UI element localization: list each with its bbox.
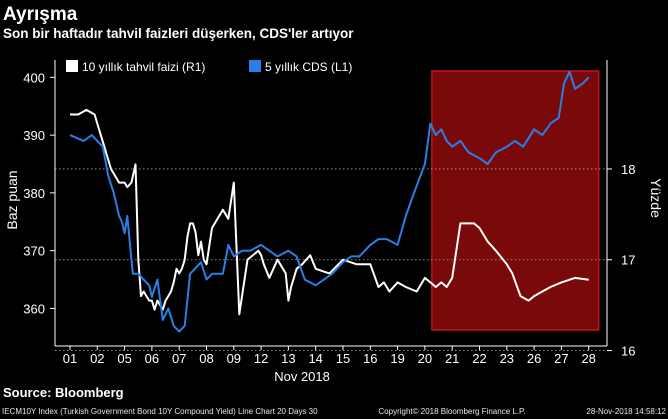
x-tick-label: 02 [90, 351, 104, 366]
footer-bar: IECM10Y Index (Turkish Government Bond 1… [2, 407, 666, 416]
legend-yield-swatch [66, 60, 78, 72]
x-tick-label: 06 [145, 351, 159, 366]
x-tick-label: 21 [445, 351, 459, 366]
right-axis-title: Yüzde [648, 178, 664, 218]
x-tick-label: 14 [308, 351, 322, 366]
x-tick-label: 22 [472, 351, 486, 366]
left-tick-label: 390 [23, 128, 45, 143]
x-tick-label: 20 [418, 351, 432, 366]
x-tick-label: 27 [554, 351, 568, 366]
x-tick-label: 15 [336, 351, 350, 366]
legend-cds-label: 5 yıllık CDS (L1) [265, 60, 352, 74]
left-axis-title: Baz puan [4, 170, 20, 229]
chart-subtitle: Son bir haftadır tahvil faizleri düşerke… [3, 26, 354, 41]
x-tick-label: 13 [281, 351, 295, 366]
x-tick-label: 12 [254, 351, 268, 366]
footer-copyright: Copyright© 2018 Bloomberg Finance L.P. [378, 407, 526, 416]
left-tick-label: 370 [23, 244, 45, 259]
right-tick-label: 16 [621, 344, 635, 359]
x-tick-label: 28 [581, 351, 595, 366]
x-tick-label: 01 [63, 351, 77, 366]
left-tick-label: 400 [23, 70, 45, 85]
chart-title: Ayrışma [3, 4, 78, 25]
yield-series-line [70, 108, 589, 316]
x-tick-label: 26 [527, 351, 541, 366]
x-tick-label: 23 [500, 351, 514, 366]
x-tick-label: 16 [363, 351, 377, 366]
x-tick-label: 05 [117, 351, 131, 366]
footer-index-description: IECM10Y Index (Turkish Government Bond 1… [2, 407, 318, 416]
x-axis-title: Nov 2018 [274, 369, 330, 384]
legend-cds-swatch [249, 60, 261, 72]
x-tick-label: 19 [390, 351, 404, 366]
footer-timestamp: 28-Nov-2018 14:58:12 [586, 407, 666, 416]
source-label: Source: Bloomberg [3, 385, 124, 400]
legend-box [58, 56, 378, 78]
legend-yield-label: 10 yıllık tahvil faizi (R1) [82, 60, 205, 74]
left-tick-label: 360 [23, 301, 45, 316]
right-tick-label: 18 [621, 162, 635, 177]
cds-series-line [69, 70, 590, 333]
right-tick-label: 17 [621, 253, 635, 268]
left-tick-label: 380 [23, 186, 45, 201]
x-tick-label: 09 [227, 351, 241, 366]
highlight-region [431, 70, 600, 331]
x-tick-label: 07 [172, 351, 186, 366]
x-tick-label: 08 [199, 351, 213, 366]
